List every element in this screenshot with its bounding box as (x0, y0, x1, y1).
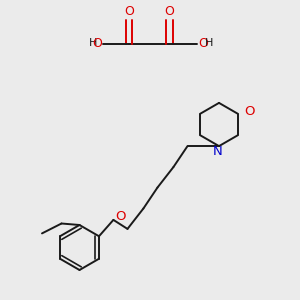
Text: O: O (244, 105, 255, 118)
Text: O: O (92, 37, 102, 50)
Text: O: O (198, 37, 208, 50)
Text: O: O (115, 210, 125, 223)
Text: O: O (124, 4, 134, 18)
Text: H: H (88, 38, 97, 49)
Text: O: O (165, 4, 174, 18)
Text: H: H (205, 38, 213, 49)
Text: N: N (213, 145, 222, 158)
